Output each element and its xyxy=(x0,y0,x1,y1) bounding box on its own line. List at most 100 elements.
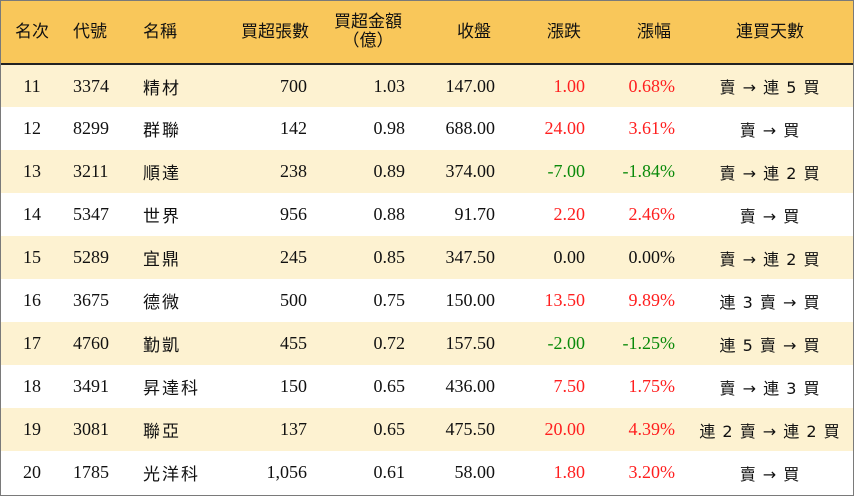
change-cell: -2.00 xyxy=(547,333,586,353)
net-buy-amount-cell: 0.75 xyxy=(373,290,406,310)
consecutive-days-cell: 連 5 賣 → 買 xyxy=(719,335,821,355)
net-buy-lots-cell: 700 xyxy=(280,75,307,96)
table-row[interactable]: 19 3081 聯亞 137 0.65 475.50 20.00 4.39% 連 2 賣 → 連… xyxy=(1,408,853,451)
header-code[interactable]: 代號 xyxy=(63,1,125,65)
change-pct-cell: 0.00% xyxy=(628,247,676,267)
table-row[interactable]: 13 3211 順達 238 0.89 374.00 -7.00 -1.84% 賣 → 連 2 … xyxy=(1,150,853,193)
net-buy-amount-cell: 1.03 xyxy=(373,75,406,96)
code-cell: 5347 xyxy=(73,204,109,224)
header-net-buy-amount-line2: （億） xyxy=(342,31,394,51)
header-net-buy-lots[interactable]: 買超張數 xyxy=(215,1,319,65)
consecutive-days-cell: 賣 → 連 3 買 xyxy=(719,378,821,398)
net-buy-amount-cell: 0.65 xyxy=(373,376,406,396)
net-buy-lots-cell: 245 xyxy=(280,247,307,267)
net-buy-amount-cell: 0.89 xyxy=(373,161,406,181)
rank-cell: 20 xyxy=(23,462,41,482)
name-cell: 宜鼎 xyxy=(143,250,181,270)
header-net-buy-amount-line1: 買超金額 xyxy=(334,12,402,32)
net-buy-amount-cell: 0.85 xyxy=(373,247,406,267)
net-buy-amount-cell: 0.88 xyxy=(373,204,406,224)
header-close[interactable]: 收盤 xyxy=(417,1,507,65)
table-header-row: 名次 代號 名稱 買超張數 買超金額 （億） 收盤 漲跌 漲幅 連買天數 xyxy=(1,1,853,65)
consecutive-days-cell: 連 3 賣 → 買 xyxy=(719,292,821,312)
change-pct-cell: 2.46% xyxy=(628,204,676,224)
net-buy-lots-cell: 1,056 xyxy=(266,462,308,482)
name-cell: 勤凱 xyxy=(143,336,181,356)
net-buy-amount-cell: 0.61 xyxy=(373,462,406,482)
close-price-cell: 150.00 xyxy=(445,290,496,310)
change-cell: -7.00 xyxy=(547,161,586,181)
close-price-cell: 91.70 xyxy=(454,204,496,224)
header-name[interactable]: 名稱 xyxy=(125,1,215,65)
table-row[interactable]: 14 5347 世界 956 0.88 91.70 2.20 2.46% 賣 → 買 xyxy=(1,193,853,236)
code-cell: 3675 xyxy=(73,290,109,310)
header-net-buy-amount[interactable]: 買超金額 （億） xyxy=(319,1,417,65)
header-change[interactable]: 漲跌 xyxy=(507,1,597,65)
net-buy-lots-cell: 500 xyxy=(280,290,307,310)
code-cell: 3211 xyxy=(73,161,109,181)
close-price-cell: 688.00 xyxy=(445,118,496,138)
change-cell: 1.00 xyxy=(553,75,586,96)
header-change-pct[interactable]: 漲幅 xyxy=(597,1,687,65)
code-cell: 3374 xyxy=(73,75,109,96)
table-row[interactable]: 16 3675 德微 500 0.75 150.00 13.50 9.89% 連 3 賣 → 買 xyxy=(1,279,853,322)
close-price-cell: 147.00 xyxy=(445,75,496,96)
close-price-cell: 347.50 xyxy=(445,247,496,267)
name-cell: 聯亞 xyxy=(143,422,181,442)
rank-cell: 13 xyxy=(23,161,41,181)
rank-cell: 15 xyxy=(23,247,41,267)
consecutive-days-cell: 賣 → 買 xyxy=(739,120,801,140)
net-buy-amount-cell: 0.98 xyxy=(373,118,406,138)
change-pct-cell: 4.39% xyxy=(628,419,676,439)
change-pct-cell: -1.84% xyxy=(622,161,676,181)
consecutive-days-cell: 賣 → 買 xyxy=(739,206,801,226)
close-price-cell: 157.50 xyxy=(445,333,496,353)
table-row[interactable]: 11 3374 精材 700 1.03 147.00 1.00 0.68% 賣 → 連 5 買 xyxy=(1,64,853,107)
rank-cell: 16 xyxy=(23,290,41,310)
change-pct-cell: 1.75% xyxy=(628,376,676,396)
net-buy-amount-cell: 0.65 xyxy=(373,419,406,439)
close-price-cell: 475.50 xyxy=(445,419,496,439)
name-cell: 昇達科 xyxy=(143,379,200,399)
change-cell: 20.00 xyxy=(544,419,586,439)
name-cell: 德微 xyxy=(143,293,181,313)
rank-cell: 18 xyxy=(23,376,41,396)
rank-cell: 11 xyxy=(23,75,41,96)
table-row[interactable]: 20 1785 光洋科 1,056 0.61 58.00 1.80 3.20% 賣 → 買 xyxy=(1,451,853,494)
change-cell: 1.80 xyxy=(553,462,586,482)
table-row[interactable]: 12 8299 群聯 142 0.98 688.00 24.00 3.61% 賣 → 買 xyxy=(1,107,853,150)
table-row[interactable]: 15 5289 宜鼎 245 0.85 347.50 0.00 0.00% 賣 → 連 2 買 xyxy=(1,236,853,279)
change-cell: 0.00 xyxy=(553,247,586,267)
close-price-cell: 58.00 xyxy=(454,462,496,482)
code-cell: 4760 xyxy=(73,333,109,353)
rank-cell: 12 xyxy=(23,118,41,138)
consecutive-days-cell: 賣 → 連 2 買 xyxy=(719,249,821,269)
consecutive-days-cell: 賣 → 買 xyxy=(739,464,801,484)
change-cell: 24.00 xyxy=(544,118,586,138)
net-buy-amount-cell: 0.72 xyxy=(373,333,406,353)
name-cell: 順達 xyxy=(143,164,181,184)
net-buy-lots-cell: 238 xyxy=(280,161,307,181)
table-row[interactable]: 17 4760 勤凱 455 0.72 157.50 -2.00 -1.25% 連 5 賣 → … xyxy=(1,322,853,365)
consecutive-days-cell: 賣 → 連 5 買 xyxy=(719,78,821,97)
code-cell: 8299 xyxy=(73,118,109,138)
net-buy-lots-cell: 150 xyxy=(280,376,307,396)
code-cell: 3491 xyxy=(73,376,109,396)
net-buy-lots-cell: 137 xyxy=(280,419,307,439)
change-pct-cell: 3.20% xyxy=(628,462,676,482)
name-cell: 光洋科 xyxy=(143,465,200,485)
header-rank[interactable]: 名次 xyxy=(1,1,63,65)
close-price-cell: 374.00 xyxy=(445,161,496,181)
name-cell: 世界 xyxy=(143,207,181,227)
code-cell: 1785 xyxy=(73,462,109,482)
net-buy-lots-cell: 142 xyxy=(280,118,307,138)
net-buy-lots-cell: 956 xyxy=(280,204,307,224)
header-consecutive-days[interactable]: 連買天數 xyxy=(687,1,853,65)
close-price-cell: 436.00 xyxy=(445,376,496,396)
table-row[interactable]: 18 3491 昇達科 150 0.65 436.00 7.50 1.75% 賣 → 連 3 買 xyxy=(1,365,853,408)
rank-cell: 14 xyxy=(23,204,41,224)
name-cell: 群聯 xyxy=(143,121,181,141)
rank-cell: 17 xyxy=(23,333,41,353)
